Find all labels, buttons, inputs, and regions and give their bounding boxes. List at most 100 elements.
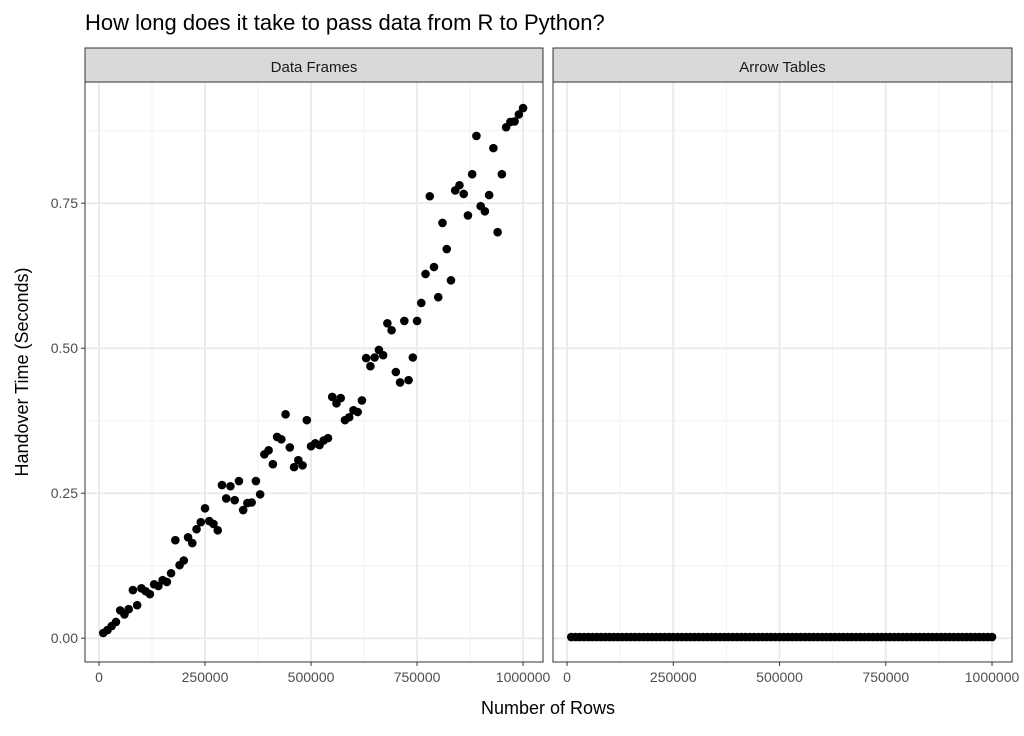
data-point <box>200 504 210 513</box>
data-point <box>463 211 473 220</box>
data-point <box>289 462 299 472</box>
facet-strip <box>84 47 544 83</box>
x-tick-label: 250000 <box>650 669 697 685</box>
data-point <box>412 316 422 326</box>
panel-border <box>84 81 544 663</box>
data-point <box>391 367 401 377</box>
data-point <box>213 526 223 535</box>
data-point <box>111 617 121 627</box>
chart-title: How long does it take to pass data from … <box>85 10 605 35</box>
data-point <box>323 433 333 443</box>
x-tick-label: 1000000 <box>496 669 551 685</box>
data-point <box>302 415 312 425</box>
data-point <box>221 494 231 503</box>
data-point <box>166 568 176 578</box>
plot-background <box>553 82 1012 662</box>
x-tick-label: 750000 <box>862 669 909 685</box>
data-point <box>404 375 413 385</box>
facet-label: Arrow Tables <box>739 59 825 76</box>
data-point <box>285 443 295 452</box>
data-point <box>234 476 244 486</box>
data-point <box>281 410 290 419</box>
y-tick-label: 0.50 <box>51 340 78 356</box>
data-point <box>171 535 180 545</box>
data-point <box>336 393 346 403</box>
data-point <box>361 353 371 363</box>
data-point <box>226 481 235 491</box>
data-point <box>395 378 405 387</box>
data-point <box>238 505 248 515</box>
data-point <box>484 190 494 200</box>
data-point <box>366 361 375 371</box>
facet-strip <box>552 47 1013 83</box>
x-tick-label: 500000 <box>756 669 803 685</box>
x-tick-label: 750000 <box>394 669 441 685</box>
data-point <box>442 244 452 254</box>
data-point <box>251 476 261 486</box>
data-point <box>387 325 396 335</box>
data-point <box>187 538 197 548</box>
data-point <box>209 519 218 529</box>
facet-label: Data Frames <box>271 59 358 76</box>
y-tick-label: 0.25 <box>51 485 78 501</box>
data-point <box>255 490 265 499</box>
data-point <box>277 434 286 444</box>
data-point <box>192 524 201 534</box>
data-point <box>429 262 439 272</box>
data-point <box>217 480 227 490</box>
plot-background <box>85 82 543 662</box>
data-point <box>400 316 409 326</box>
data-point <box>480 207 490 216</box>
data-point <box>162 577 172 587</box>
data-point <box>518 103 528 113</box>
x-tick-label: 0 <box>95 669 103 685</box>
data-point <box>196 517 206 527</box>
data-point <box>497 169 507 179</box>
data-point <box>383 318 392 328</box>
data-point <box>344 412 354 422</box>
data-point <box>987 632 997 642</box>
data-point <box>378 350 388 360</box>
data-point <box>510 117 519 126</box>
data-point <box>489 143 498 153</box>
data-point <box>145 589 155 599</box>
data-point <box>298 461 307 470</box>
x-tick-label: 1000000 <box>965 669 1020 685</box>
data-point <box>230 495 239 505</box>
data-point <box>493 227 502 237</box>
data-point <box>357 396 367 405</box>
data-point <box>472 131 481 141</box>
y-tick-label: 0.00 <box>51 630 78 646</box>
data-point <box>327 392 337 402</box>
data-point <box>421 269 430 279</box>
x-tick-label: 0 <box>563 669 571 685</box>
data-point <box>247 498 256 507</box>
data-point <box>425 191 435 201</box>
data-point <box>467 169 477 179</box>
x-tick-label: 250000 <box>182 669 229 685</box>
data-point <box>514 110 524 119</box>
x-tick-label: 500000 <box>288 669 335 685</box>
data-point <box>446 276 456 285</box>
data-point <box>132 600 142 610</box>
data-point <box>370 353 379 362</box>
data-point <box>264 446 273 455</box>
panel-border <box>552 81 1013 663</box>
y-axis-label: Handover Time (Seconds) <box>12 267 32 476</box>
panel-data-frames: Data Frames 0 250000 500000 750000 1000000 0.0… <box>51 47 551 685</box>
data-point <box>455 180 464 190</box>
data-point <box>124 604 133 614</box>
data-point <box>438 218 447 228</box>
data-point <box>179 556 189 565</box>
data-point <box>268 459 278 469</box>
panel-arrow-tables: Arrow Tables 0 250000 500000 750000 1000000 <box>552 47 1020 685</box>
data-point <box>459 189 468 199</box>
data-point <box>353 407 362 417</box>
data-point <box>416 298 426 308</box>
y-tick-label: 0.75 <box>51 195 78 211</box>
data-point <box>433 292 443 302</box>
data-point <box>128 585 138 595</box>
data-point <box>408 353 418 362</box>
x-axis-label: Number of Rows <box>481 698 615 718</box>
